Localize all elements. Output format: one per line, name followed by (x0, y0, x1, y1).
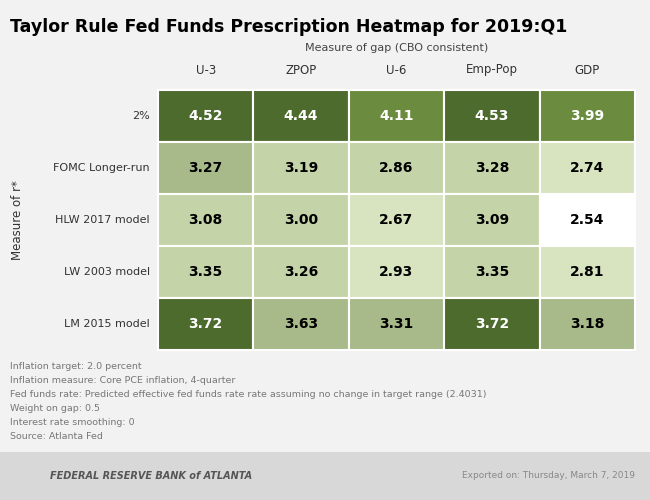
Text: 3.09: 3.09 (475, 213, 509, 227)
Text: 2.67: 2.67 (380, 213, 413, 227)
Bar (444, 246, 540, 298)
Text: 2%: 2% (132, 111, 150, 121)
Text: Exported on: Thursday, March 7, 2019: Exported on: Thursday, March 7, 2019 (462, 472, 635, 480)
Text: HLW 2017 model: HLW 2017 model (55, 215, 150, 225)
Text: 2.74: 2.74 (570, 161, 604, 175)
Bar (540, 90, 635, 142)
Bar (158, 246, 254, 298)
Bar (158, 142, 254, 194)
Bar (254, 142, 349, 194)
Text: Source: Atlanta Fed: Source: Atlanta Fed (10, 432, 103, 441)
Bar (349, 298, 444, 350)
Text: 3.72: 3.72 (188, 317, 223, 331)
Bar (444, 194, 540, 246)
Text: Interest rate smoothing: 0: Interest rate smoothing: 0 (10, 418, 135, 427)
Bar (540, 194, 635, 246)
Text: 2.81: 2.81 (570, 265, 604, 279)
Text: 4.53: 4.53 (474, 109, 509, 123)
Bar (540, 246, 635, 298)
Bar (158, 90, 254, 142)
Text: 4.11: 4.11 (379, 109, 414, 123)
Text: 3.35: 3.35 (188, 265, 223, 279)
Text: 3.99: 3.99 (570, 109, 604, 123)
Text: LM 2015 model: LM 2015 model (64, 319, 150, 329)
Text: 3.63: 3.63 (284, 317, 318, 331)
Text: 3.19: 3.19 (284, 161, 318, 175)
Text: 3.35: 3.35 (474, 265, 509, 279)
Text: 2.86: 2.86 (380, 161, 413, 175)
Text: FEDERAL RESERVE BANK of ATLANTA: FEDERAL RESERVE BANK of ATLANTA (50, 471, 252, 481)
Text: GDP: GDP (575, 64, 600, 76)
Text: Emp-Pop: Emp-Pop (466, 64, 518, 76)
Text: 3.08: 3.08 (188, 213, 223, 227)
Bar (349, 194, 444, 246)
Text: FOMC Longer-run: FOMC Longer-run (53, 163, 150, 173)
Bar (349, 246, 444, 298)
Text: ZPOP: ZPOP (285, 64, 317, 76)
Text: 3.27: 3.27 (188, 161, 223, 175)
Text: Measure of gap (CBO consistent): Measure of gap (CBO consistent) (305, 43, 488, 53)
Bar (444, 90, 540, 142)
Text: U-3: U-3 (196, 64, 216, 76)
Text: 3.18: 3.18 (570, 317, 604, 331)
Text: U-6: U-6 (386, 64, 407, 76)
Bar (254, 90, 349, 142)
Bar (254, 246, 349, 298)
Text: Fed funds rate: Predicted effective fed funds rate rate assuming no change in ta: Fed funds rate: Predicted effective fed … (10, 390, 486, 399)
Bar (540, 142, 635, 194)
Bar (349, 90, 444, 142)
Bar (158, 298, 254, 350)
Bar (540, 298, 635, 350)
Text: Taylor Rule Fed Funds Prescription Heatmap for 2019:Q1: Taylor Rule Fed Funds Prescription Heatm… (10, 18, 567, 36)
Bar (0, 452, 650, 500)
Text: 3.31: 3.31 (380, 317, 413, 331)
Text: 3.28: 3.28 (474, 161, 509, 175)
Bar (349, 142, 444, 194)
Text: 3.00: 3.00 (284, 213, 318, 227)
Text: 4.52: 4.52 (188, 109, 223, 123)
Bar (444, 142, 540, 194)
Bar (444, 298, 540, 350)
Text: 3.26: 3.26 (284, 265, 318, 279)
Text: Weight on gap: 0.5: Weight on gap: 0.5 (10, 404, 100, 413)
Text: 4.44: 4.44 (284, 109, 318, 123)
Text: LW 2003 model: LW 2003 model (64, 267, 150, 277)
Text: Inflation measure: Core PCE inflation, 4-quarter: Inflation measure: Core PCE inflation, 4… (10, 376, 235, 385)
Text: 2.54: 2.54 (570, 213, 604, 227)
Bar (158, 194, 254, 246)
Text: Measure of r*: Measure of r* (12, 180, 25, 260)
Text: 2.93: 2.93 (380, 265, 413, 279)
Bar (254, 298, 349, 350)
Text: 3.72: 3.72 (474, 317, 509, 331)
Bar (254, 194, 349, 246)
Text: Inflation target: 2.0 percent: Inflation target: 2.0 percent (10, 362, 142, 371)
